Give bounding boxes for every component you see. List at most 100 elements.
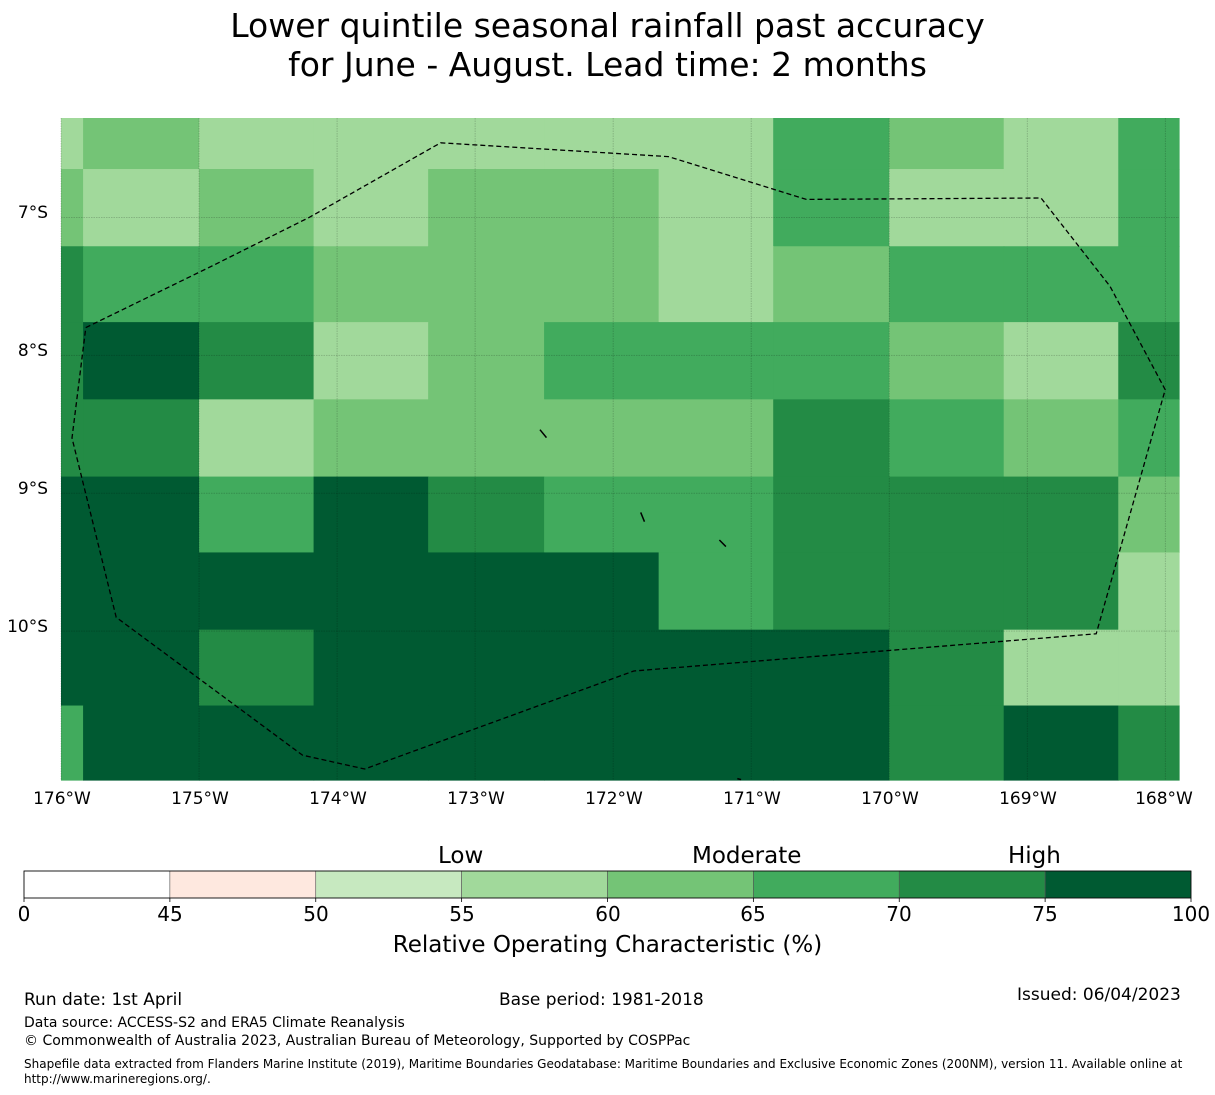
grid-cell bbox=[83, 322, 200, 400]
grid-cell bbox=[1003, 322, 1119, 400]
colorbar-segment bbox=[607, 870, 754, 899]
shapefile-note: Shapefile data extracted from Flanders M… bbox=[24, 1057, 1183, 1086]
grid-cell bbox=[313, 476, 429, 554]
grid-cell bbox=[889, 629, 1005, 707]
grid-cell bbox=[83, 399, 200, 478]
cbar-tick-60: 60 bbox=[595, 902, 621, 926]
grid-cell bbox=[199, 322, 315, 400]
grid-cell bbox=[199, 705, 315, 781]
grid-cell bbox=[313, 322, 429, 400]
lon-label-173w: 173°W bbox=[447, 789, 505, 809]
grid-cell bbox=[61, 552, 84, 631]
grid-cell bbox=[199, 476, 315, 554]
grid-cell bbox=[313, 169, 429, 247]
grid-cell bbox=[1003, 629, 1119, 707]
grid-cell bbox=[773, 169, 890, 247]
colorbar bbox=[23, 870, 1192, 902]
grid-cell bbox=[544, 246, 660, 323]
lon-label-170w: 170°W bbox=[861, 789, 919, 809]
map-title: Lower quintile seasonal rainfall past ac… bbox=[0, 6, 1215, 84]
grid-cell bbox=[199, 246, 315, 323]
grid-cell bbox=[889, 169, 1005, 247]
grid-cell bbox=[544, 552, 660, 631]
grid-cell bbox=[544, 629, 660, 707]
grid-cell bbox=[773, 399, 890, 478]
grid-cell bbox=[428, 118, 545, 170]
grid-cell bbox=[83, 246, 200, 323]
data-source: Data source: ACCESS-S2 and ERA5 Climate … bbox=[24, 1015, 405, 1031]
grid-cell bbox=[1118, 552, 1180, 631]
colorbar-segment bbox=[169, 870, 317, 899]
base-period: Base period: 1981-2018 bbox=[499, 990, 704, 1010]
category-low: Low bbox=[438, 843, 484, 869]
grid-cell bbox=[313, 399, 429, 478]
grid-cell bbox=[83, 476, 200, 554]
grid-cell bbox=[658, 476, 774, 554]
grid-cell bbox=[889, 118, 1005, 170]
cbar-tick-50: 50 bbox=[303, 902, 329, 926]
grid-cell bbox=[658, 169, 774, 247]
graticule bbox=[60, 118, 1179, 780]
grid-cell bbox=[313, 629, 429, 707]
grid-cell bbox=[658, 629, 774, 707]
issued-date: Issued: 06/04/2023 bbox=[1017, 985, 1181, 1005]
grid-cell bbox=[313, 552, 429, 631]
grid-cell bbox=[428, 705, 545, 781]
roc-grid-cells bbox=[61, 118, 1180, 781]
colorbar-segment bbox=[23, 870, 171, 899]
grid-cell bbox=[1003, 118, 1119, 170]
grid-cell bbox=[658, 118, 774, 170]
colorbar-segment bbox=[461, 870, 608, 899]
grid-cell bbox=[83, 118, 200, 170]
grid-cell bbox=[313, 705, 429, 781]
grid-cell bbox=[889, 322, 1005, 400]
grid-cell bbox=[544, 169, 660, 247]
grid-cell bbox=[61, 246, 84, 323]
grid-cell bbox=[1118, 169, 1180, 247]
grid-cell bbox=[1003, 246, 1119, 323]
grid-cell bbox=[199, 169, 315, 247]
grid-cell bbox=[61, 118, 84, 170]
run-date: Run date: 1st April bbox=[24, 990, 183, 1010]
category-high: High bbox=[1008, 843, 1061, 869]
grid-cell bbox=[658, 552, 774, 631]
eez-boundary bbox=[71, 142, 1166, 770]
grid-cell bbox=[773, 629, 890, 707]
grid-cell bbox=[428, 322, 545, 400]
cbar-tick-75: 75 bbox=[1032, 902, 1058, 926]
lat-label-10s: 10°S bbox=[7, 617, 48, 637]
grid-cell bbox=[1003, 552, 1119, 631]
grid-cell bbox=[428, 629, 545, 707]
colorbar-title: Relative Operating Characteristic (%) bbox=[392, 932, 823, 958]
lon-label-175w: 175°W bbox=[171, 789, 229, 809]
grid-cell bbox=[199, 552, 315, 631]
title-line-2: for June - August. Lead time: 2 months bbox=[288, 45, 927, 84]
copyright: © Commonwealth of Australia 2023, Austra… bbox=[24, 1033, 691, 1049]
grid-cell bbox=[658, 705, 774, 781]
grid-cell bbox=[428, 246, 545, 323]
grid-cell bbox=[1003, 169, 1119, 247]
island bbox=[539, 429, 548, 439]
grid-cell bbox=[773, 705, 890, 781]
grid-cell bbox=[428, 169, 545, 247]
grid-cell bbox=[544, 118, 660, 170]
grid-cell bbox=[61, 322, 84, 400]
grid-cell bbox=[199, 629, 315, 707]
grid-cell bbox=[1003, 476, 1119, 554]
grid-cell bbox=[1118, 705, 1180, 781]
lat-label-9s: 9°S bbox=[17, 479, 48, 499]
grid-cell bbox=[83, 169, 200, 247]
grid-cell bbox=[889, 476, 1005, 554]
grid-cell bbox=[199, 399, 315, 478]
grid-cell bbox=[1118, 629, 1180, 707]
lon-label-176w: 176°W bbox=[33, 789, 91, 809]
cbar-tick-45: 45 bbox=[157, 902, 183, 926]
grid-cell bbox=[1118, 476, 1180, 554]
grid-cell bbox=[658, 322, 774, 400]
cbar-tick-0: 0 bbox=[17, 902, 31, 926]
grid-cell bbox=[61, 705, 84, 781]
lon-label-172w: 172°W bbox=[585, 789, 643, 809]
grid-cell bbox=[773, 476, 890, 554]
grid-cell bbox=[1003, 399, 1119, 478]
